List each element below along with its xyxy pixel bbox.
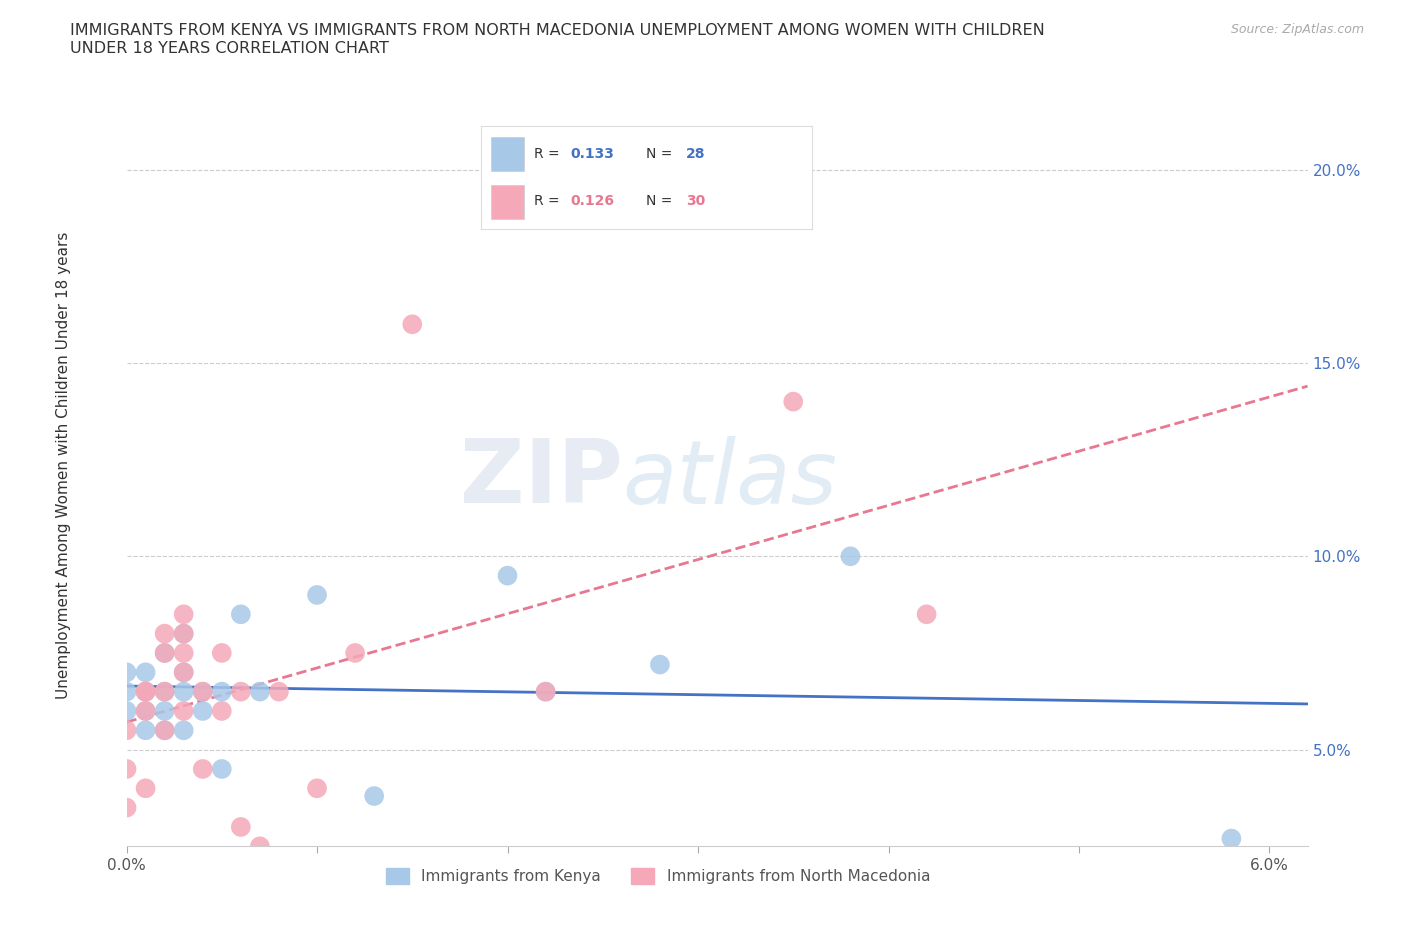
Point [173, 626, 195, 641]
Point [153, 684, 176, 699]
Point [115, 723, 138, 737]
Point [173, 723, 195, 737]
Point [401, 317, 423, 332]
Point [153, 723, 176, 737]
Point [211, 645, 233, 660]
Point [191, 684, 214, 699]
Point [191, 703, 214, 718]
Point [305, 588, 328, 603]
Point [173, 607, 195, 622]
Point [229, 684, 252, 699]
Point [153, 703, 176, 718]
Point [496, 568, 519, 583]
Text: atlas: atlas [623, 436, 838, 522]
Point [135, 684, 157, 699]
Text: ZIP: ZIP [460, 435, 623, 523]
Point [135, 703, 157, 718]
Text: Unemployment Among Women with Children Under 18 years: Unemployment Among Women with Children U… [56, 232, 70, 698]
Point [211, 684, 233, 699]
Point [153, 723, 176, 737]
Point [135, 723, 157, 737]
Point [305, 781, 328, 796]
Point [135, 684, 157, 699]
Point [115, 800, 138, 815]
Point [839, 549, 862, 564]
Point [115, 665, 138, 680]
Point [534, 684, 557, 699]
Point [782, 394, 804, 409]
Legend: Immigrants from Kenya, Immigrants from North Macedonia: Immigrants from Kenya, Immigrants from N… [380, 862, 936, 890]
Point [173, 626, 195, 641]
Point [115, 762, 138, 777]
Point [211, 762, 233, 777]
Point [153, 684, 176, 699]
Point [115, 684, 138, 699]
Point [1220, 831, 1243, 846]
Point [191, 762, 214, 777]
Point [173, 703, 195, 718]
Point [267, 684, 290, 699]
Point [153, 645, 176, 660]
Point [915, 607, 938, 622]
Point [173, 684, 195, 699]
Point [249, 839, 271, 854]
Text: Source: ZipAtlas.com: Source: ZipAtlas.com [1230, 23, 1364, 36]
Point [135, 703, 157, 718]
Point [173, 665, 195, 680]
Point [153, 645, 176, 660]
Point [173, 645, 195, 660]
Point [344, 645, 367, 660]
Point [135, 781, 157, 796]
Text: IMMIGRANTS FROM KENYA VS IMMIGRANTS FROM NORTH MACEDONIA UNEMPLOYMENT AMONG WOME: IMMIGRANTS FROM KENYA VS IMMIGRANTS FROM… [70, 23, 1045, 56]
Point [249, 684, 271, 699]
Point [135, 684, 157, 699]
Point [534, 684, 557, 699]
Point [191, 684, 214, 699]
Point [648, 658, 671, 672]
Point [115, 703, 138, 718]
Point [135, 665, 157, 680]
Point [363, 789, 385, 804]
Point [211, 703, 233, 718]
Point [229, 819, 252, 834]
Point [229, 607, 252, 622]
Point [173, 665, 195, 680]
Point [153, 626, 176, 641]
